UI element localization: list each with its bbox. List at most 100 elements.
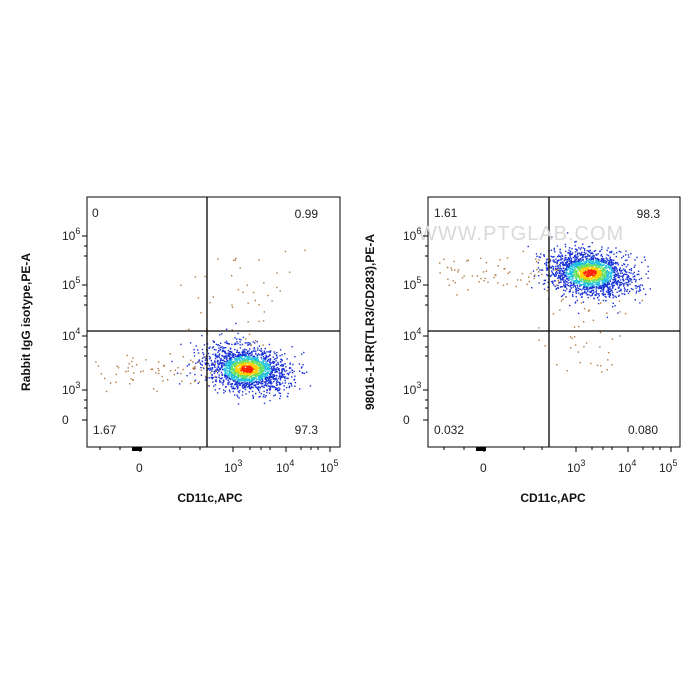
event-dot: [265, 375, 268, 378]
event-dot: [258, 372, 260, 375]
sparse-event-dot: [585, 342, 588, 344]
event-dot: [571, 267, 573, 269]
event-dot: [613, 284, 616, 287]
event-dot: [538, 256, 540, 258]
event-dot: [195, 362, 197, 364]
event-dot: [628, 271, 630, 274]
event-dot: [226, 356, 228, 359]
event-dot: [216, 361, 218, 363]
event-dot: [215, 376, 218, 379]
event-dot: [561, 254, 563, 256]
event-dot: [203, 344, 206, 346]
event-dot: [553, 261, 555, 263]
event-dot: [259, 379, 261, 381]
event-dot: [587, 273, 589, 275]
event-dot: [226, 366, 228, 368]
event-dot: [176, 372, 179, 374]
event-dot: [610, 277, 612, 280]
event-dot: [217, 351, 219, 354]
event-dot: [569, 281, 572, 283]
event-dot: [204, 379, 207, 381]
event-dot: [230, 351, 233, 354]
event-dot: [247, 350, 249, 353]
event-dot: [243, 365, 245, 368]
event-dot: [585, 252, 587, 254]
event-dot: [254, 365, 256, 367]
event-dot: [246, 366, 248, 368]
event-dot: [283, 373, 285, 376]
event-dot: [225, 340, 228, 342]
event-dot: [238, 372, 240, 374]
sparse-event-dot: [204, 275, 206, 278]
event-dot: [545, 267, 548, 269]
event-dot: [609, 258, 611, 260]
event-dot: [228, 381, 230, 383]
event-dot: [262, 361, 264, 363]
sparse-event-dot: [573, 336, 576, 338]
event-dot: [603, 267, 605, 269]
event-dot: [208, 347, 210, 349]
event-dot: [239, 389, 241, 392]
event-dot: [550, 255, 552, 258]
event-dot: [554, 280, 556, 282]
event-dot: [579, 264, 581, 266]
event-dot: [576, 276, 579, 278]
event-dot: [234, 373, 236, 376]
event-dot: [241, 368, 243, 370]
event-dot: [605, 285, 607, 287]
event-dot: [581, 262, 584, 264]
event-dot: [201, 348, 204, 351]
event-dot: [575, 240, 577, 243]
event-dot: [203, 367, 205, 370]
event-dot: [568, 252, 571, 255]
event-dot: [639, 289, 642, 291]
event-dot: [602, 261, 604, 263]
event-dot: [303, 351, 305, 354]
event-dot: [601, 280, 604, 282]
sparse-event-dot: [109, 382, 112, 384]
event-dot: [248, 367, 250, 369]
event-dot: [587, 263, 589, 265]
event-dot: [240, 377, 242, 379]
event-dot: [641, 261, 643, 264]
sparse-event-dot: [538, 327, 540, 329]
event-dot: [577, 276, 580, 279]
sparse-event-dot: [588, 309, 591, 311]
event-dot: [626, 276, 629, 278]
event-dot: [269, 385, 271, 388]
event-dot: [261, 379, 264, 382]
event-dot: [599, 278, 601, 280]
event-dot: [247, 363, 249, 365]
event-dot: [225, 356, 228, 358]
event-dot: [272, 360, 274, 363]
event-dot: [234, 354, 237, 356]
event-dot: [233, 375, 235, 378]
event-dot: [593, 286, 595, 289]
event-dot: [232, 376, 234, 379]
event-dot: [267, 367, 269, 369]
event-dot: [570, 271, 572, 273]
event-dot: [591, 294, 593, 296]
event-dot: [243, 375, 246, 377]
event-dot: [607, 262, 610, 265]
event-dot: [257, 386, 259, 388]
event-dot: [626, 277, 628, 279]
event-dot: [624, 293, 626, 296]
event-dot: [226, 361, 228, 363]
event-dot: [252, 361, 255, 363]
event-dot: [586, 264, 588, 267]
event-dot: [276, 366, 278, 369]
event-dot: [586, 250, 589, 252]
y-axis-left: 106 105 104 103 0: [62, 226, 87, 427]
event-dot: [264, 368, 266, 370]
event-dot: [246, 362, 248, 364]
event-dot: [232, 386, 235, 388]
event-dot: [580, 293, 582, 295]
event-dot: [240, 378, 243, 380]
event-dot: [261, 365, 264, 367]
event-dot: [221, 365, 223, 368]
event-dot: [222, 347, 224, 349]
event-dot: [235, 381, 238, 384]
event-dot: [573, 271, 575, 273]
event-dot: [239, 354, 241, 356]
